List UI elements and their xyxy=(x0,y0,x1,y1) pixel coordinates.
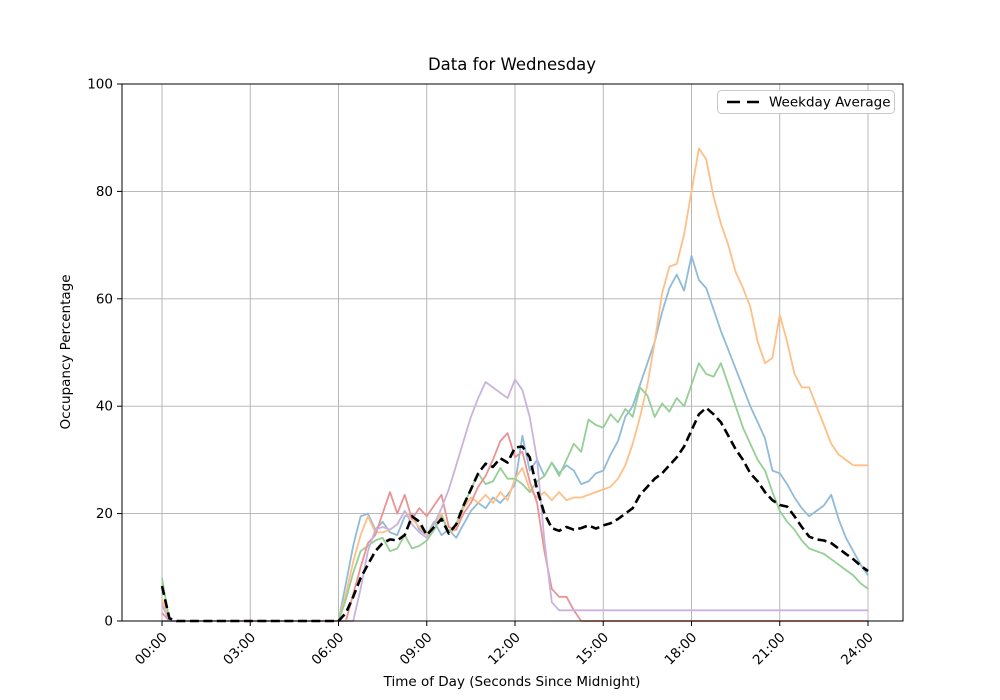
x-tick-label: 09:00 xyxy=(397,630,436,669)
x-tick-label: 03:00 xyxy=(220,630,259,669)
plot-area xyxy=(122,84,903,621)
y-axis-label: Occupancy Percentage xyxy=(58,274,74,429)
y-tick-label: 60 xyxy=(96,291,113,307)
x-tick-label: 00:00 xyxy=(132,630,171,669)
chart-title: Data for Wednesday xyxy=(428,55,596,74)
legend-label: Weekday Average xyxy=(769,95,891,111)
legend: Weekday Average xyxy=(717,90,895,114)
x-tick-label: 15:00 xyxy=(573,630,612,669)
x-tick-label: 24:00 xyxy=(838,630,877,669)
plot-border xyxy=(121,83,904,622)
x-tick-label: 18:00 xyxy=(662,630,701,669)
grid-layer xyxy=(122,83,903,622)
x-tick-label: 21:00 xyxy=(750,630,789,669)
x-axis-label: Time of Day (Seconds Since Midnight) xyxy=(383,674,641,690)
y-ticks: 0 20 40 60 80 100 xyxy=(87,77,122,630)
y-tick-label: 0 xyxy=(104,614,113,630)
x-ticks: 00:00 03:00 06:00 09:00 12:00 15:00 18:00 21:00… xyxy=(132,621,877,668)
y-tick-label: 20 xyxy=(96,506,113,522)
x-tick-label: 12:00 xyxy=(485,630,524,669)
y-tick-label: 80 xyxy=(96,184,113,200)
x-tick-label: 06:00 xyxy=(309,630,348,669)
y-tick-label: 40 xyxy=(96,399,113,415)
legend-box xyxy=(717,90,895,114)
y-tick-label: 100 xyxy=(87,77,113,93)
